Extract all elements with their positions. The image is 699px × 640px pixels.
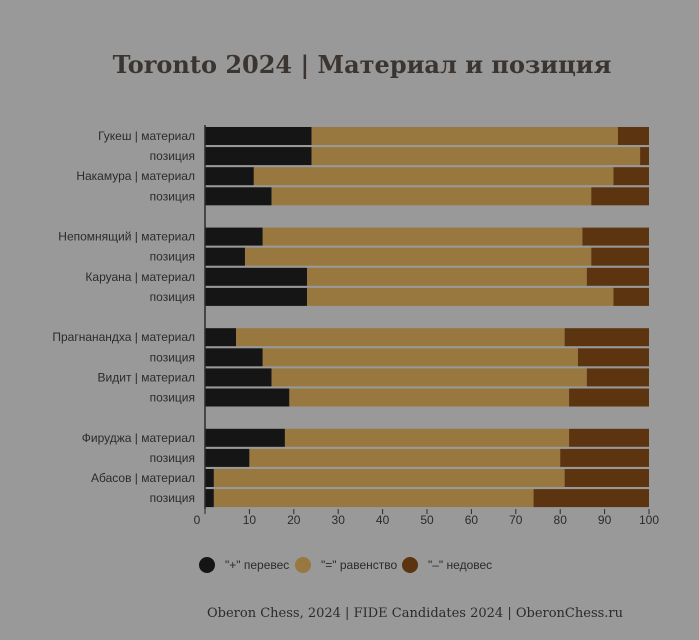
x-axis-ticks: 0 10 20 30 40 50 60 70 80 90 100 <box>194 509 659 527</box>
bar-segment-1-2 <box>640 147 649 166</box>
legend-label-1: "=" равенство <box>321 558 397 572</box>
bar-segment-7-2 <box>613 287 649 306</box>
bar-segment-10-0 <box>205 368 272 387</box>
x-tick-label-0: 0 <box>194 513 201 527</box>
bar-segment-13-0 <box>205 448 250 467</box>
bar-segment-8-2 <box>564 328 649 347</box>
category-label-6: Каруана | материал <box>85 270 195 284</box>
bar-segment-1-1 <box>311 147 641 166</box>
bar-segment-10-2 <box>586 368 649 387</box>
category-label-14: Абасов | материал <box>91 471 195 485</box>
bar-segment-9-0 <box>205 348 263 367</box>
legend: "+" перевес "=" равенство "–" недовес <box>199 557 492 573</box>
bar-segment-6-0 <box>205 267 308 286</box>
bar-segment-5-1 <box>244 247 592 266</box>
x-tick-label-4: 40 <box>376 513 390 527</box>
bar-segment-1-0 <box>205 147 312 166</box>
bar-segment-0-0 <box>205 127 312 145</box>
x-tick-label-6: 60 <box>465 513 479 527</box>
category-label-0: Гукеш | материал <box>98 129 195 143</box>
category-label-4: Непомнящий | материал <box>58 230 195 244</box>
bar-segment-12-1 <box>284 428 570 447</box>
legend-marker-1 <box>295 557 311 573</box>
bar-segment-4-1 <box>262 227 583 246</box>
bar-segment-7-1 <box>307 287 614 306</box>
bar-segment-3-1 <box>271 187 592 206</box>
bar-segment-11-2 <box>569 388 649 407</box>
category-label-15: позиция <box>150 491 195 505</box>
category-label-8: Прагнанандха | материал <box>52 330 195 344</box>
bar-segment-12-2 <box>569 428 649 447</box>
category-label-9: позиция <box>150 350 195 364</box>
legend-marker-0 <box>199 557 215 573</box>
bar-segment-6-2 <box>586 267 649 286</box>
bar-segment-10-1 <box>271 368 587 387</box>
bar-segment-11-1 <box>289 388 570 407</box>
category-label-11: позиция <box>150 391 195 405</box>
bar-segment-4-2 <box>582 227 649 246</box>
category-label-3: позиция <box>150 189 195 203</box>
bar-segment-14-2 <box>564 469 649 487</box>
bar-segment-15-0 <box>205 489 214 508</box>
bar-segment-6-1 <box>307 267 587 286</box>
x-tick-label-2: 20 <box>287 513 301 527</box>
bar-segment-5-0 <box>205 247 245 266</box>
legend-label-2: "–" недовес <box>428 558 492 572</box>
bar-segment-11-0 <box>205 388 290 407</box>
bar-segment-8-1 <box>236 328 565 347</box>
x-tick-label-8: 80 <box>554 513 568 527</box>
bar-segment-9-2 <box>577 348 649 367</box>
bar-segment-5-2 <box>591 247 649 266</box>
bar-segment-3-2 <box>591 187 649 206</box>
x-tick-label-9: 90 <box>598 513 612 527</box>
category-label-12: Фируджа | материал <box>82 431 195 445</box>
x-tick-label-5: 50 <box>420 513 434 527</box>
x-tick-label-7: 70 <box>509 513 523 527</box>
bar-segment-14-0 <box>205 469 214 487</box>
category-labels: Гукеш | материал позиция Накамура | матери… <box>52 129 195 505</box>
category-label-13: позиция <box>150 451 195 465</box>
chart-title: Toronto 2024 | Материал и позиция <box>113 50 612 79</box>
bar-segment-14-1 <box>213 469 565 487</box>
category-label-2: Накамура | материал <box>76 169 195 183</box>
bar-segment-8-0 <box>205 328 237 347</box>
legend-label-0: "+" перевес <box>225 558 289 572</box>
x-tick-label-1: 10 <box>243 513 257 527</box>
bar-segment-0-1 <box>311 127 618 145</box>
bar-segment-2-0 <box>205 167 254 186</box>
bar-segment-2-2 <box>613 167 649 186</box>
bar-segment-13-2 <box>560 448 649 467</box>
bar-segment-7-0 <box>205 287 308 306</box>
category-label-7: позиция <box>150 290 195 304</box>
bars-group <box>205 127 649 508</box>
category-label-1: позиция <box>150 149 195 163</box>
bar-segment-0-2 <box>617 127 649 145</box>
x-tick-label-3: 30 <box>332 513 346 527</box>
bar-segment-13-1 <box>249 448 561 467</box>
category-label-10: Видит | материал <box>98 370 195 384</box>
category-label-5: позиция <box>150 250 195 264</box>
bar-segment-15-2 <box>533 489 649 508</box>
bar-segment-9-1 <box>262 348 578 367</box>
bar-segment-4-0 <box>205 227 263 246</box>
footer-credits: Oberon Chess, 2024 | FIDE Candidates 202… <box>207 606 623 621</box>
x-tick-label-10: 100 <box>639 513 659 527</box>
legend-marker-2 <box>402 557 418 573</box>
bar-segment-2-1 <box>253 167 614 186</box>
bar-segment-3-0 <box>205 187 272 206</box>
bar-segment-15-1 <box>213 489 534 508</box>
bar-segment-12-0 <box>205 428 285 447</box>
